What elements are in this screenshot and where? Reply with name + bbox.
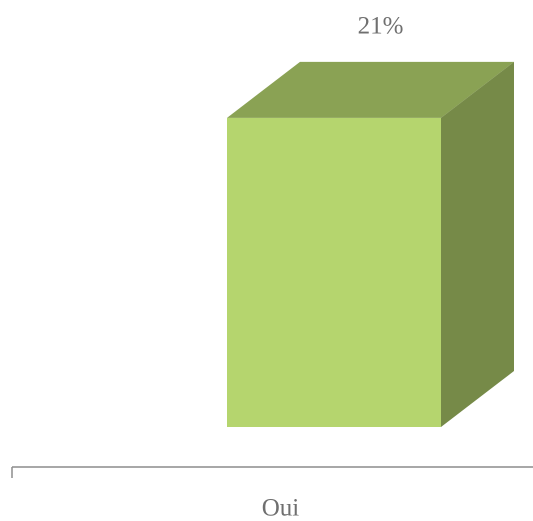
bar — [227, 61, 514, 427]
bar-side — [441, 61, 514, 427]
data-label: 21% — [358, 13, 404, 40]
x-tick-label: Oui — [262, 495, 300, 521]
bar-front — [227, 117, 441, 427]
bar-top — [227, 61, 514, 118]
